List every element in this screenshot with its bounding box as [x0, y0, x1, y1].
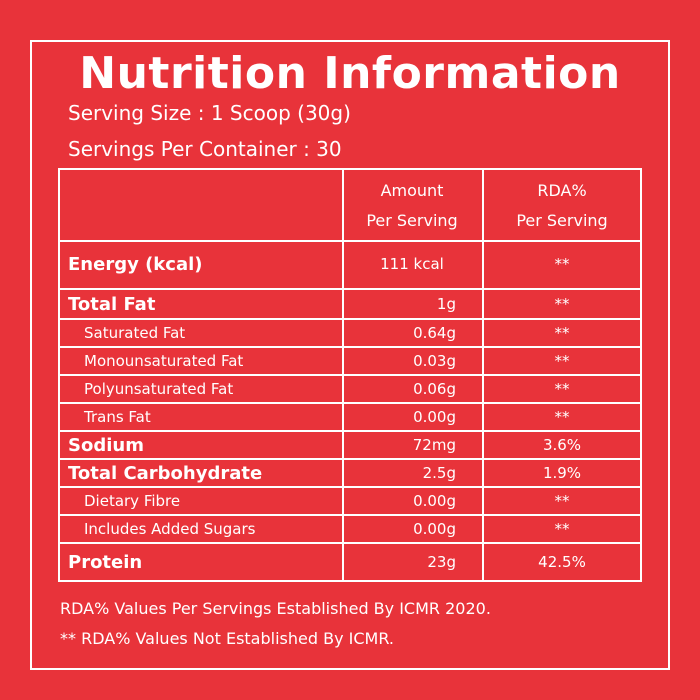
amount-header: Amount Per Serving [342, 176, 482, 236]
serving-size: Serving Size : 1 Scoop (30g) [68, 101, 351, 125]
table-header: Amount Per Serving RDA% Per Serving [60, 170, 640, 242]
row-label: Total Fat [68, 293, 156, 315]
table-row-protein: Protein 23g 42.5% [60, 544, 640, 580]
row-rda: ** [554, 255, 570, 273]
row-label: Sodium [68, 434, 144, 456]
page-title: Nutrition Information [79, 48, 621, 99]
row-label: Saturated Fat [84, 324, 186, 342]
table-row-dietary-fibre: Dietary Fibre 0.00g ** [60, 488, 640, 516]
nutrition-table: Amount Per Serving RDA% Per Serving Ener… [58, 168, 642, 582]
row-rda: 1.9% [542, 464, 582, 482]
row-rda: ** [554, 352, 570, 370]
row-amount: 72mg [412, 436, 456, 454]
rda-header: RDA% Per Serving [482, 176, 642, 236]
rda-header-line1: RDA% [537, 181, 587, 200]
row-rda: ** [554, 380, 570, 398]
row-label: Energy (kcal) [68, 253, 203, 275]
row-label: Polyunsaturated Fat [84, 380, 234, 398]
amount-header-line2: Per Serving [366, 211, 458, 230]
footnote-rda-established: RDA% Values Per Servings Established By … [60, 599, 491, 618]
row-amount: 0.00g [413, 520, 456, 538]
row-label: Total Carbohydrate [68, 462, 263, 484]
amount-header-line1: Amount [380, 181, 444, 200]
table-row-total-fat: Total Fat 1g ** [60, 290, 640, 320]
table-row-sodium: Sodium 72mg 3.6% [60, 432, 640, 460]
row-rda: 42.5% [538, 553, 586, 571]
label-frame [30, 40, 670, 670]
row-amount: 1g [436, 295, 456, 313]
row-rda: ** [554, 408, 570, 426]
row-rda: ** [554, 492, 570, 510]
row-label: Trans Fat [84, 408, 151, 426]
row-amount: 0.06g [413, 380, 456, 398]
row-rda: ** [554, 295, 570, 313]
row-label: Dietary Fibre [84, 492, 181, 510]
table-row-monounsaturated-fat: Monounsaturated Fat 0.03g ** [60, 348, 640, 376]
row-amount: 0.03g [413, 352, 456, 370]
row-amount: 23g [427, 553, 456, 571]
row-amount: 0.64g [413, 324, 456, 342]
row-amount: 2.5g [422, 464, 456, 482]
table-row-energy: Energy (kcal) 111 kcal ** [60, 240, 640, 290]
servings-per-container: Servings Per Container : 30 [68, 137, 342, 161]
row-label: Monounsaturated Fat [84, 352, 244, 370]
table-row-polyunsaturated-fat: Polyunsaturated Fat 0.06g ** [60, 376, 640, 404]
row-amount: 0.00g [413, 492, 456, 510]
row-amount: 111 kcal [380, 255, 444, 273]
table-row-trans-fat: Trans Fat 0.00g ** [60, 404, 640, 432]
row-amount: 0.00g [413, 408, 456, 426]
table-row-saturated-fat: Saturated Fat 0.64g ** [60, 320, 640, 348]
row-label: Includes Added Sugars [84, 520, 256, 538]
rda-header-line2: Per Serving [516, 211, 608, 230]
footnote-rda-not-established: ** RDA% Values Not Established By ICMR. [60, 629, 394, 648]
row-rda: ** [554, 324, 570, 342]
row-label: Protein [68, 551, 143, 573]
table-row-added-sugars: Includes Added Sugars 0.00g ** [60, 516, 640, 544]
table-row-total-carbohydrate: Total Carbohydrate 2.5g 1.9% [60, 460, 640, 488]
row-rda: 3.6% [542, 436, 582, 454]
row-rda: ** [554, 520, 570, 538]
